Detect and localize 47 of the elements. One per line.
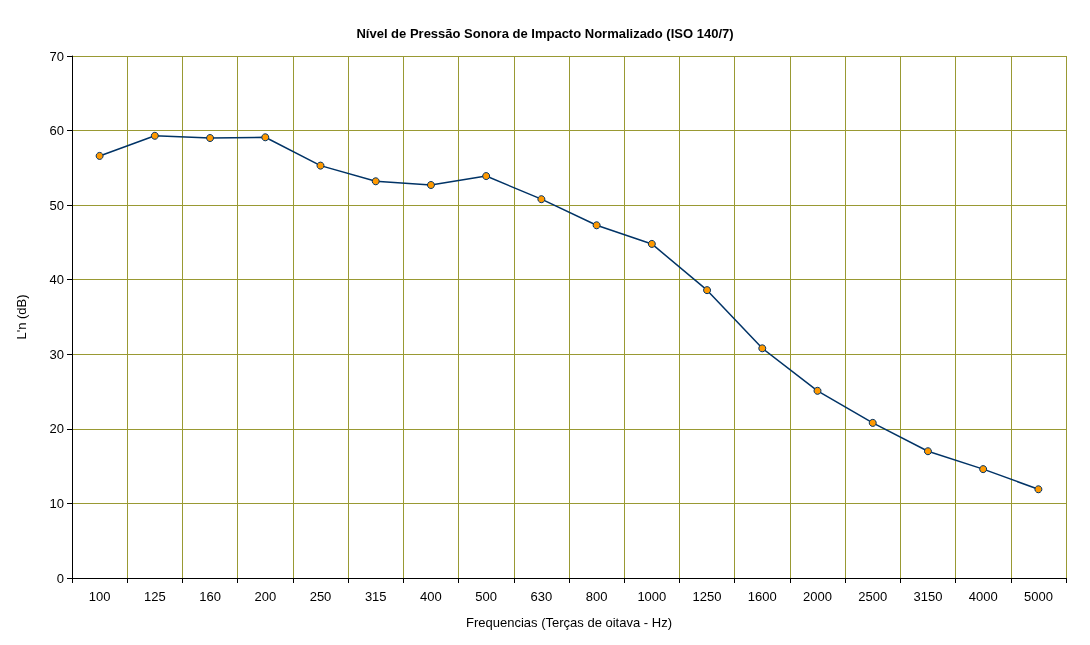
point xyxy=(206,134,215,143)
y-tick-label: 60 xyxy=(49,123,64,139)
x-tick-label: 630 xyxy=(530,589,553,604)
y-tick-label: 20 xyxy=(49,421,64,437)
point xyxy=(150,131,159,140)
point xyxy=(426,181,435,190)
x-tick-label: 5000 xyxy=(1023,589,1053,604)
point xyxy=(923,447,932,456)
x-tick-label: 1600 xyxy=(747,589,777,604)
point xyxy=(647,239,656,248)
x-tick-label: 2500 xyxy=(858,589,888,604)
x-tick-label: 160 xyxy=(199,589,221,604)
x-tick-label: 125 xyxy=(143,589,166,604)
x-tick-label: 400 xyxy=(420,589,442,604)
x-tick-label: 2000 xyxy=(803,589,832,604)
point xyxy=(703,286,712,295)
point xyxy=(868,418,877,427)
point xyxy=(592,221,601,230)
y-tick-label: 30 xyxy=(49,346,64,362)
y-tick-label: 50 xyxy=(49,197,64,213)
x-tick-label: 100 xyxy=(88,589,111,604)
point xyxy=(95,151,104,160)
point xyxy=(813,386,822,395)
x-tick-label: 500 xyxy=(475,589,498,604)
x-tick-label: 250 xyxy=(309,589,332,604)
x-tick-label: 315 xyxy=(364,589,387,604)
y-tick-label: 70 xyxy=(49,48,64,64)
y-axis-title: L'n (dB) xyxy=(14,294,29,340)
point xyxy=(758,344,767,353)
x-tick-label: 4000 xyxy=(968,589,998,604)
point xyxy=(482,172,491,181)
x-tick-label: 1000 xyxy=(637,589,667,604)
x-tick-label: 800 xyxy=(585,589,608,604)
point xyxy=(261,133,270,142)
point xyxy=(979,465,988,474)
chart-title: Nível de Pressão Sonora de Impacto Normalizado (ISO 140/7) xyxy=(356,26,734,41)
y-tick-label: 40 xyxy=(49,272,64,288)
y-tick-label: 10 xyxy=(49,495,64,511)
point xyxy=(316,161,325,170)
x-tick-label: 3150 xyxy=(913,589,943,604)
y-tick-label: 0 xyxy=(56,570,64,586)
x-tick-label: 200 xyxy=(254,589,277,604)
x-tick-label: 1250 xyxy=(692,589,722,604)
point xyxy=(537,195,546,204)
x-axis-title: Frequencias (Terças de oitava - Hz) xyxy=(466,615,672,630)
point xyxy=(371,177,380,186)
point xyxy=(1034,485,1043,494)
